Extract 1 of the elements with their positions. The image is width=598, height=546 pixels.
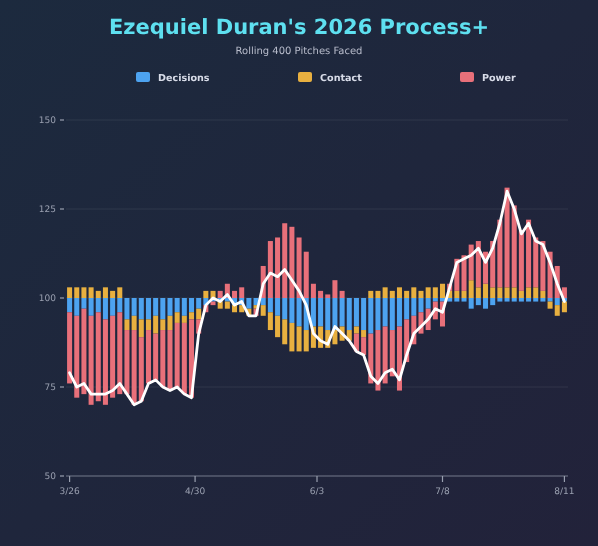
chart-title: Ezequiel Duran's 2026 Process+ — [108, 16, 490, 40]
